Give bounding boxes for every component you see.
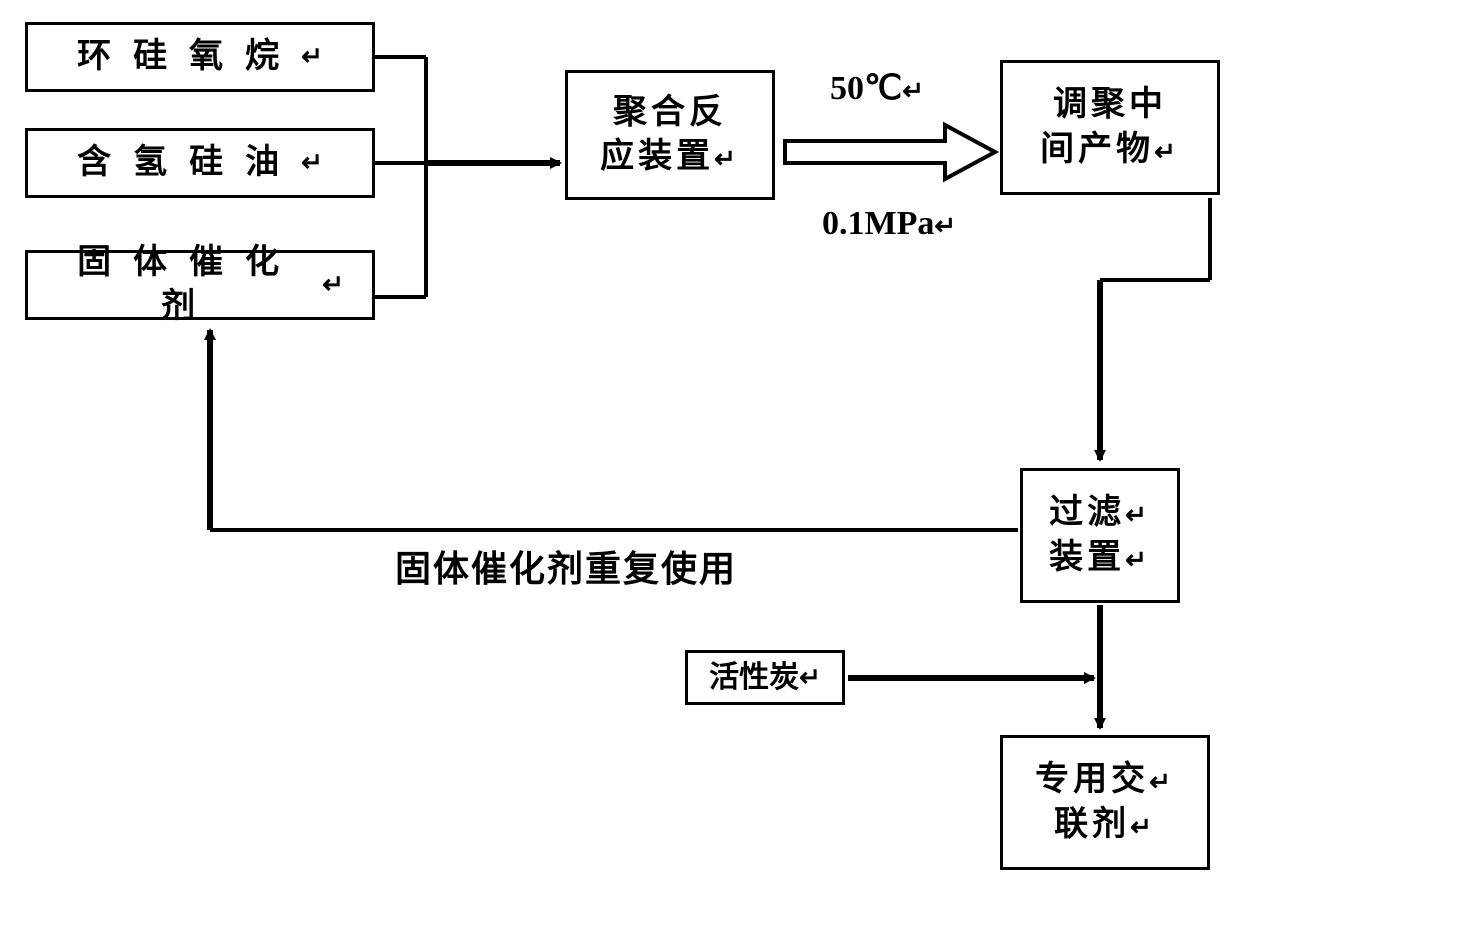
return-icon: ↵ [301,146,345,180]
input-collector-lines [375,57,426,297]
reactor-line2: 应装置 [600,138,714,175]
intermediate-line1: 调聚中 [1053,86,1167,123]
pressure-label: 0.1MPa↵ [822,205,956,243]
return-icon: ↵ [934,211,956,241]
input-cyclosiloxane-box: 环硅氧烷↵ [25,22,375,92]
activated-carbon-box: 活性炭↵ [685,650,845,705]
reactor-text: 聚合反 应装置↵ [600,91,740,179]
return-icon: ↵ [1125,500,1151,530]
telomer-intermediate-box: 调聚中 间产物↵ [1000,60,1220,195]
intermediate-line2: 间产物 [1040,131,1154,168]
product-line1: 专用交 [1035,761,1149,798]
return-icon: ↵ [1125,544,1151,574]
catalyst-recycle-path [210,330,1018,530]
intermediate-to-filter-arrow [1100,198,1210,460]
input-solid-catalyst-box: 固体催化剂↵ [25,250,375,320]
filter-line1: 过滤 [1049,494,1125,531]
reactor-to-intermediate-hollow-arrow [785,125,995,179]
reactor-line1: 聚合反 [613,94,727,131]
polymerization-reactor-box: 聚合反 应装置↵ [565,70,775,200]
input-cyclosiloxane-label: 环硅氧烷 [77,35,301,79]
filter-device-box: 过滤↵ 装置↵ [1020,468,1180,603]
crosslinker-product-box: 专用交↵ 联剂↵ [1000,735,1210,870]
filter-line2: 装置 [1049,539,1125,576]
input-solid-catalyst-label: 固体催化剂 [56,241,322,329]
temperature-value: 50℃ [830,70,902,107]
intermediate-text: 调聚中 间产物↵ [1040,83,1180,171]
return-icon: ↵ [714,143,740,173]
return-icon: ↵ [1154,136,1180,166]
return-icon: ↵ [1149,767,1175,797]
pressure-value: 0.1MPa [822,205,934,242]
product-text: 专用交↵ 联剂↵ [1035,758,1175,846]
input-hydrogen-silicone-label: 含氢硅油 [77,141,301,185]
activated-carbon-label: 活性炭 [709,658,799,697]
input-hydrogen-silicone-box: 含氢硅油↵ [25,128,375,198]
return-icon: ↵ [1130,811,1156,841]
return-icon: ↵ [799,661,821,695]
product-line2: 联剂 [1054,806,1130,843]
catalyst-recycle-label: 固体催化剂重复使用 [395,540,737,592]
temperature-label: 50℃↵ [830,68,924,108]
filter-text: 过滤↵ 装置↵ [1049,491,1151,579]
return-icon: ↵ [902,76,924,106]
return-icon: ↵ [322,268,366,302]
return-icon: ↵ [301,40,345,74]
